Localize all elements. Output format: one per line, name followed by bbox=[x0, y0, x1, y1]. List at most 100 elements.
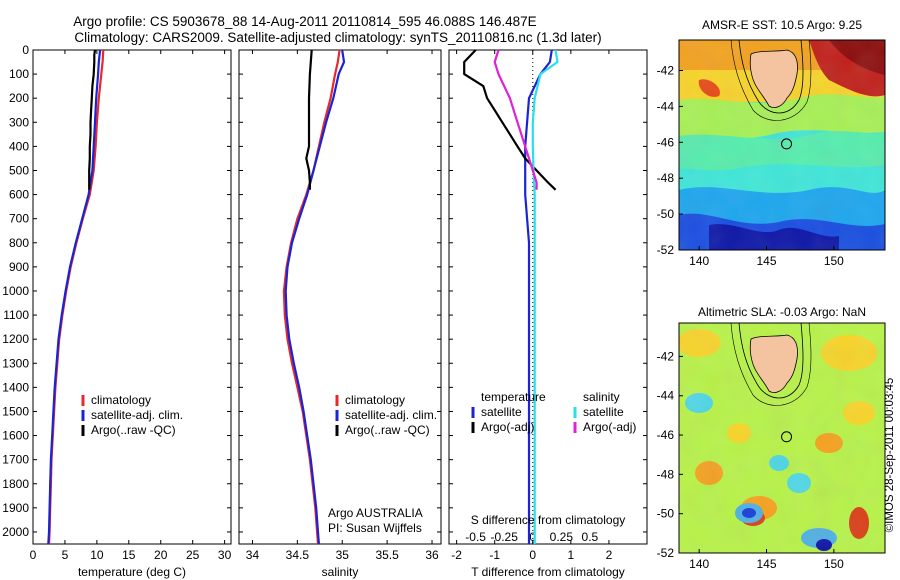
map-y-tick-label: -46 bbox=[657, 135, 675, 149]
legend-label-argo: Argo(..raw -QC) bbox=[91, 423, 176, 437]
sst-map-frame bbox=[678, 39, 886, 251]
s-difference-label: S difference from climatology bbox=[471, 513, 626, 527]
map-y-tick-label: -44 bbox=[657, 99, 675, 113]
x-tick-label: 35.5 bbox=[375, 548, 399, 562]
y-tick-label: 1800 bbox=[2, 477, 29, 491]
depth-axis: 0 100 200 300 400 500 600 700 800 900 1000 1100 1200… bbox=[2, 43, 231, 539]
temperature-axis: 0 5 10 15 20 25 30 bbox=[30, 50, 232, 562]
tasmania-landmass bbox=[749, 49, 798, 108]
legend-label-satellite-adj: satellite-adj. clim. bbox=[345, 408, 437, 422]
map-y-tick-label: -42 bbox=[657, 349, 675, 363]
temperature-lines bbox=[47, 49, 105, 545]
series-line-satellite-adj-clim bbox=[47, 49, 102, 545]
salinity-depth-ticks bbox=[239, 49, 441, 533]
map-x-tick-label: 140 bbox=[689, 254, 709, 268]
map-y-tick-label: -48 bbox=[657, 171, 675, 185]
continental-shelf-contour bbox=[738, 323, 804, 399]
y-tick-label: 700 bbox=[9, 212, 29, 226]
y-tick-label: 800 bbox=[9, 236, 29, 250]
continental-shelf-contour bbox=[738, 40, 804, 114]
sla-map-axes: 140 145 150 -42 -44 -46 -48 -50 -52 bbox=[657, 349, 845, 571]
x-tick-label: 34.5 bbox=[286, 548, 310, 562]
x-tick-label: 2 bbox=[606, 548, 613, 562]
y-tick-label: 600 bbox=[9, 188, 29, 202]
y-tick-label: 1500 bbox=[2, 404, 29, 418]
salinity-x-label: salinity bbox=[322, 565, 359, 579]
series-line-temperature-argo-adj bbox=[463, 49, 557, 191]
y-tick-label: 1200 bbox=[2, 332, 29, 346]
difference-panel-frame bbox=[448, 49, 648, 545]
y-tick-label: 1000 bbox=[2, 284, 29, 298]
figure-title-line2: Climatology: CARS2009. Satellite-adjuste… bbox=[74, 30, 601, 45]
sla-map-frame bbox=[678, 322, 886, 554]
series-line-salinity-satellite bbox=[531, 49, 559, 544]
argo-profile-marker bbox=[781, 138, 793, 150]
x-tick-label: 10 bbox=[90, 548, 104, 562]
y-tick-label: 1400 bbox=[2, 380, 29, 394]
sst-map-title: AMSR-E SST: 10.5 Argo: 9.25 bbox=[702, 18, 862, 32]
s-tick-label: 0 bbox=[529, 530, 536, 544]
t-difference-axis: -2 -1 0 1 2 bbox=[451, 50, 613, 562]
y-tick-label: 0 bbox=[22, 43, 29, 57]
series-line-argo-raw-qc bbox=[88, 49, 97, 190]
argo-pi-note: PI: Susan Wijffels bbox=[328, 521, 422, 535]
s-tick-label: -0.5 bbox=[465, 530, 486, 544]
sla-map-image bbox=[679, 323, 885, 553]
map-y-tick-label: -48 bbox=[657, 467, 675, 481]
map-x-tick-label: 145 bbox=[757, 557, 777, 571]
deep-contour bbox=[730, 323, 812, 406]
sst-map-axes: 140 145 150 -42 -44 -46 -48 -50 -52 bbox=[657, 64, 845, 268]
argo-profile-marker bbox=[781, 431, 793, 443]
y-tick-label: 900 bbox=[9, 260, 29, 274]
x-tick-label: 5 bbox=[62, 548, 69, 562]
x-tick-label: 34 bbox=[246, 548, 260, 562]
map-y-tick-label: -50 bbox=[657, 207, 675, 221]
s-difference-axis: -0.5 -0.25 0 0.25 0.5 bbox=[465, 530, 598, 544]
y-tick-label: 1600 bbox=[2, 429, 29, 443]
legend-label-s-satellite: satellite bbox=[583, 405, 624, 419]
y-tick-label: 1300 bbox=[2, 356, 29, 370]
legend-label-t-argo: Argo(-adj) bbox=[481, 420, 534, 434]
difference-legend: temperature salinity satellite Argo(-adj… bbox=[471, 390, 636, 434]
series-line-temperature-satellite bbox=[524, 49, 553, 544]
x-tick-label: 25 bbox=[186, 548, 200, 562]
y-tick-label: 2000 bbox=[2, 525, 29, 539]
temperature-legend: climatology satellite-adj. clim. Argo(..… bbox=[81, 393, 183, 437]
map-y-tick-label: -50 bbox=[657, 507, 675, 521]
y-tick-label: 200 bbox=[9, 91, 29, 105]
salinity-legend: climatology satellite-adj. clim. Argo(..… bbox=[335, 393, 437, 437]
difference-lines bbox=[463, 49, 559, 544]
map-x-tick-label: 145 bbox=[757, 254, 777, 268]
s-tick-label: -0.25 bbox=[491, 530, 519, 544]
y-tick-label: 1100 bbox=[3, 308, 29, 322]
map-x-tick-label: 150 bbox=[824, 557, 844, 571]
salinity-axis: 34 34.5 35 35.5 36 bbox=[246, 50, 439, 562]
imos-timestamp: ©IMOS 28-Sep-2011 00:03:45 bbox=[884, 378, 896, 533]
s-tick-label: 0.25 bbox=[550, 530, 574, 544]
y-tick-label: 1900 bbox=[2, 501, 29, 515]
legend-label-t-satellite: satellite bbox=[481, 405, 522, 419]
map-x-tick-label: 140 bbox=[689, 557, 709, 571]
difference-depth-ticks bbox=[449, 49, 647, 533]
series-line-satellite-adj-clim bbox=[284, 49, 346, 545]
legend-title-temperature: temperature bbox=[481, 390, 546, 404]
deep-contour bbox=[730, 40, 812, 121]
series-line-argo-raw-qc bbox=[305, 49, 313, 190]
sst-map-panel: AMSR-E SST: 10.5 Argo: 9.25 140 145 150 -42… bbox=[657, 18, 886, 268]
legend-label-climatology: climatology bbox=[91, 393, 151, 407]
x-tick-label: 15 bbox=[122, 548, 136, 562]
sla-map-panel: Altimetric SLA: -0.03 Argo: NaN 14 bbox=[657, 305, 886, 571]
y-tick-label: 300 bbox=[9, 115, 29, 129]
x-tick-label: 36 bbox=[425, 548, 439, 562]
series-line-salinity-argo-adj bbox=[493, 49, 538, 190]
salinity-panel-frame bbox=[238, 49, 442, 545]
map-y-tick-label: -44 bbox=[657, 389, 675, 403]
map-y-tick-label: -52 bbox=[657, 243, 675, 257]
x-tick-label: 35 bbox=[336, 548, 350, 562]
x-tick-label: -1 bbox=[489, 548, 500, 562]
map-y-tick-label: -52 bbox=[657, 546, 675, 560]
x-tick-label: 0 bbox=[529, 548, 536, 562]
argo-program-note: Argo AUSTRALIA bbox=[328, 506, 423, 520]
legend-title-salinity: salinity bbox=[583, 390, 620, 404]
x-tick-label: 0 bbox=[30, 548, 37, 562]
